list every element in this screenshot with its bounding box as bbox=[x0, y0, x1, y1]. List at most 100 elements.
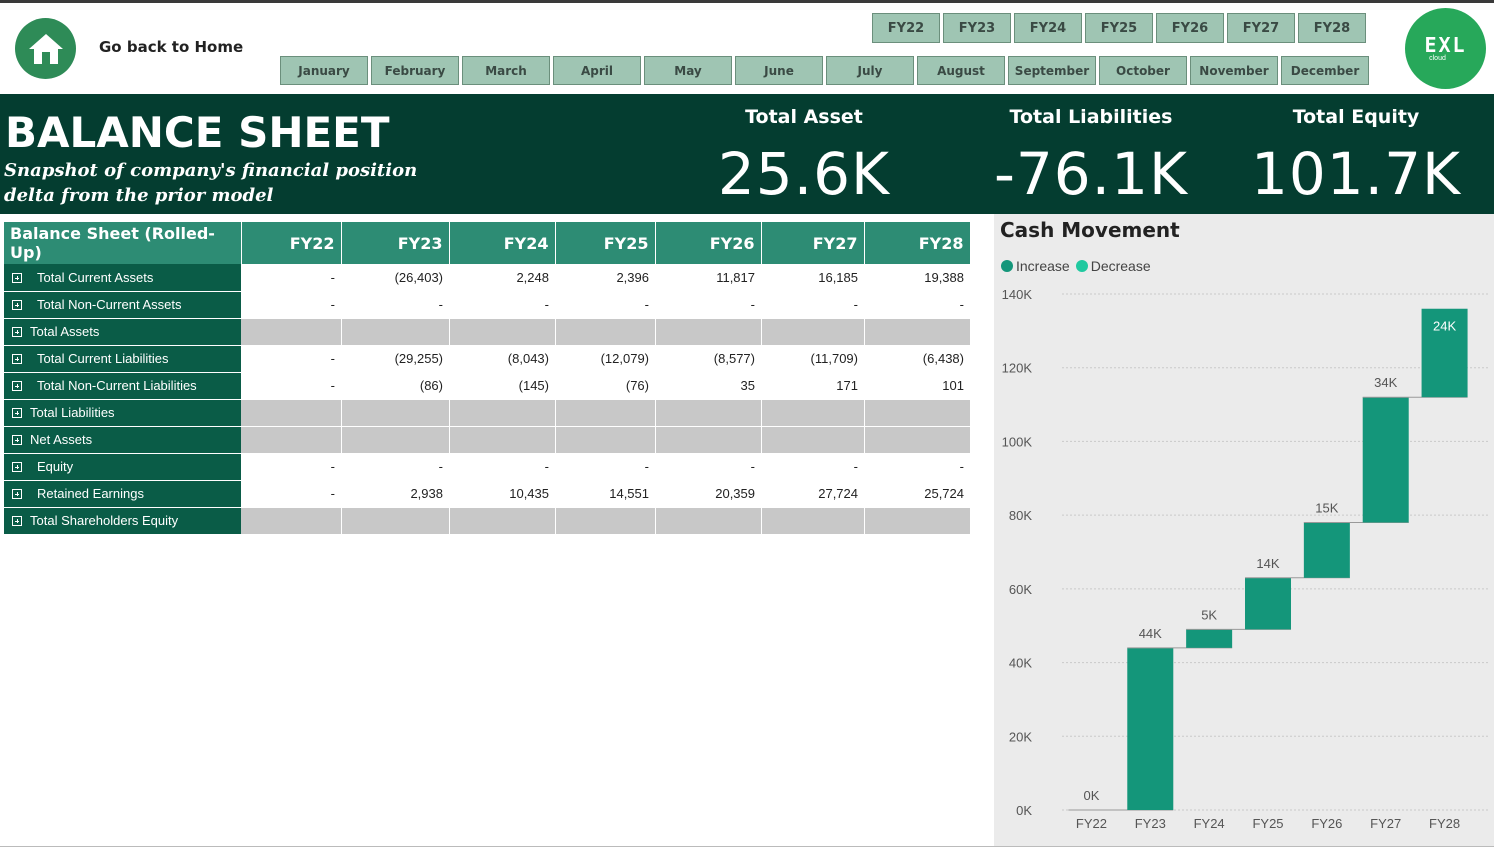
table-row: Retained Earnings -2,938 10,435 14,551 20,35… bbox=[4, 480, 970, 508]
legend-dot-decrease bbox=[1075, 260, 1088, 272]
legend-dot-increase bbox=[1001, 260, 1013, 272]
month-button-november[interactable]: November bbox=[1190, 56, 1278, 85]
table-cell bbox=[241, 426, 342, 454]
table-cell: (145) bbox=[449, 372, 555, 400]
table-cell: - bbox=[241, 480, 341, 508]
kpi-label: Total Equity bbox=[1292, 106, 1420, 128]
table-cell: - bbox=[761, 291, 864, 319]
expand-icon[interactable] bbox=[12, 381, 22, 391]
fy-button-fy22[interactable]: FY22 bbox=[872, 13, 940, 43]
table-cell: 25,724 bbox=[864, 480, 970, 508]
row-label-cell: Total Liabilities bbox=[4, 399, 241, 427]
month-button-february[interactable]: February bbox=[371, 56, 459, 85]
table-cell bbox=[241, 318, 342, 346]
row-label-cell: Total Current Liabilities bbox=[4, 345, 241, 373]
y-tick-label: 120K bbox=[1002, 361, 1033, 376]
month-button-april[interactable]: April bbox=[553, 56, 641, 85]
column-header-fy22[interactable]: FY22 bbox=[241, 222, 342, 264]
fy-button-fy26[interactable]: FY26 bbox=[1156, 13, 1224, 43]
column-header-fy28[interactable]: FY28 bbox=[864, 222, 971, 264]
legend-item-increase[interactable]: Increase bbox=[1001, 258, 1070, 274]
table-cell: - bbox=[555, 453, 655, 481]
month-button-december[interactable]: December bbox=[1281, 56, 1369, 85]
expand-icon[interactable] bbox=[12, 435, 22, 445]
expand-icon[interactable] bbox=[12, 300, 22, 310]
row-label: Total Shareholders Equity bbox=[30, 513, 179, 528]
table-cell: 27,724 bbox=[761, 480, 864, 508]
expand-icon[interactable] bbox=[12, 489, 22, 499]
top-border bbox=[0, 0, 1494, 3]
column-header-fy23[interactable]: FY23 bbox=[341, 222, 450, 264]
table-cell bbox=[341, 318, 450, 346]
month-button-march[interactable]: March bbox=[462, 56, 550, 85]
fy-button-fy24[interactable]: FY24 bbox=[1014, 13, 1082, 43]
table-cell: (26,403) bbox=[341, 264, 449, 292]
month-button-july[interactable]: July bbox=[826, 56, 914, 85]
table-cell bbox=[655, 318, 762, 346]
fy-button-fy23[interactable]: FY23 bbox=[943, 13, 1011, 43]
legend-item-decrease[interactable]: Decrease bbox=[1075, 258, 1151, 274]
table-cell bbox=[761, 318, 865, 346]
kpi-value: 25.6K bbox=[717, 140, 891, 208]
row-label: Total Non-Current Liabilities bbox=[37, 378, 197, 393]
expand-icon[interactable] bbox=[12, 272, 22, 283]
expand-icon[interactable] bbox=[12, 327, 22, 337]
table-cell: 2,396 bbox=[555, 264, 655, 292]
table-cell: (11,709) bbox=[761, 345, 864, 373]
table-cell bbox=[864, 399, 971, 427]
waterfall-bar bbox=[1303, 522, 1350, 578]
month-button-august[interactable]: August bbox=[917, 56, 1005, 85]
expand-icon[interactable] bbox=[12, 462, 22, 472]
fy-button-fy25[interactable]: FY25 bbox=[1085, 13, 1153, 43]
month-button-september[interactable]: September bbox=[1008, 56, 1096, 85]
kpi-label: Total Liabilities bbox=[1009, 106, 1173, 128]
month-button-june[interactable]: June bbox=[735, 56, 823, 85]
table-row: Total Current Assets - (26,403) 2,248 2,396 1… bbox=[4, 264, 970, 292]
table-header-label[interactable]: Balance Sheet (Rolled-Up) bbox=[4, 222, 242, 264]
home-button[interactable] bbox=[15, 18, 76, 79]
table-row: Total Shareholders Equity bbox=[4, 507, 971, 535]
column-header-fy24[interactable]: FY24 bbox=[449, 222, 556, 264]
column-header-fy27[interactable]: FY27 bbox=[761, 222, 865, 264]
table-cell: - bbox=[655, 453, 761, 481]
data-label: 5K bbox=[1201, 607, 1217, 622]
month-button-october[interactable]: October bbox=[1099, 56, 1187, 85]
waterfall-bar bbox=[1421, 308, 1468, 398]
table-cell bbox=[761, 426, 865, 454]
home-icon bbox=[28, 33, 63, 64]
table-row: Total Current Liabilities - (29,255) (8,043… bbox=[4, 345, 970, 373]
data-label: 24K bbox=[1433, 319, 1456, 334]
table-cell: (12,079) bbox=[555, 345, 655, 373]
chart-legend: Increase Decrease bbox=[1001, 258, 1157, 274]
legend-label: Decrease bbox=[1090, 258, 1151, 274]
kpi-total-equity: Total Equity 101.7K bbox=[1246, 106, 1466, 208]
row-label: Net Assets bbox=[30, 432, 93, 447]
column-header-fy26[interactable]: FY26 bbox=[655, 222, 762, 264]
table-cell: - bbox=[241, 345, 341, 373]
column-header-fy25[interactable]: FY25 bbox=[555, 222, 656, 264]
fy-button-fy28[interactable]: FY28 bbox=[1298, 13, 1366, 43]
table-cell: - bbox=[449, 453, 555, 481]
month-button-may[interactable]: May bbox=[644, 56, 732, 85]
table-cell bbox=[241, 399, 342, 427]
fy-button-fy27[interactable]: FY27 bbox=[1227, 13, 1295, 43]
kpi-total-asset: Total Asset 25.6K bbox=[704, 106, 904, 208]
row-label-cell: Total Non-Current Liabilities bbox=[4, 372, 241, 400]
table-cell bbox=[555, 507, 656, 535]
balance-sheet-table: Balance Sheet (Rolled-Up) FY22 FY23 FY24 FY… bbox=[4, 222, 971, 535]
expand-icon[interactable] bbox=[12, 354, 22, 364]
table-cell: - bbox=[655, 291, 761, 319]
home-link-label[interactable]: Go back to Home bbox=[99, 38, 244, 56]
row-label: Retained Earnings bbox=[37, 486, 144, 501]
table-row: Total Liabilities bbox=[4, 399, 971, 427]
expand-icon[interactable] bbox=[12, 516, 22, 526]
cash-movement-chart: Cash Movement Increase Decrease 0K 20K 40K… bbox=[994, 214, 1494, 846]
row-label-cell: Total Shareholders Equity bbox=[4, 507, 241, 535]
table-cell: - bbox=[864, 291, 970, 319]
month-button-january[interactable]: January bbox=[280, 56, 368, 85]
table-cell bbox=[555, 426, 656, 454]
y-tick-label: 0K bbox=[1016, 803, 1032, 818]
data-label: 14K bbox=[1256, 556, 1279, 571]
table-cell: 2,248 bbox=[449, 264, 555, 292]
expand-icon[interactable] bbox=[12, 408, 22, 418]
